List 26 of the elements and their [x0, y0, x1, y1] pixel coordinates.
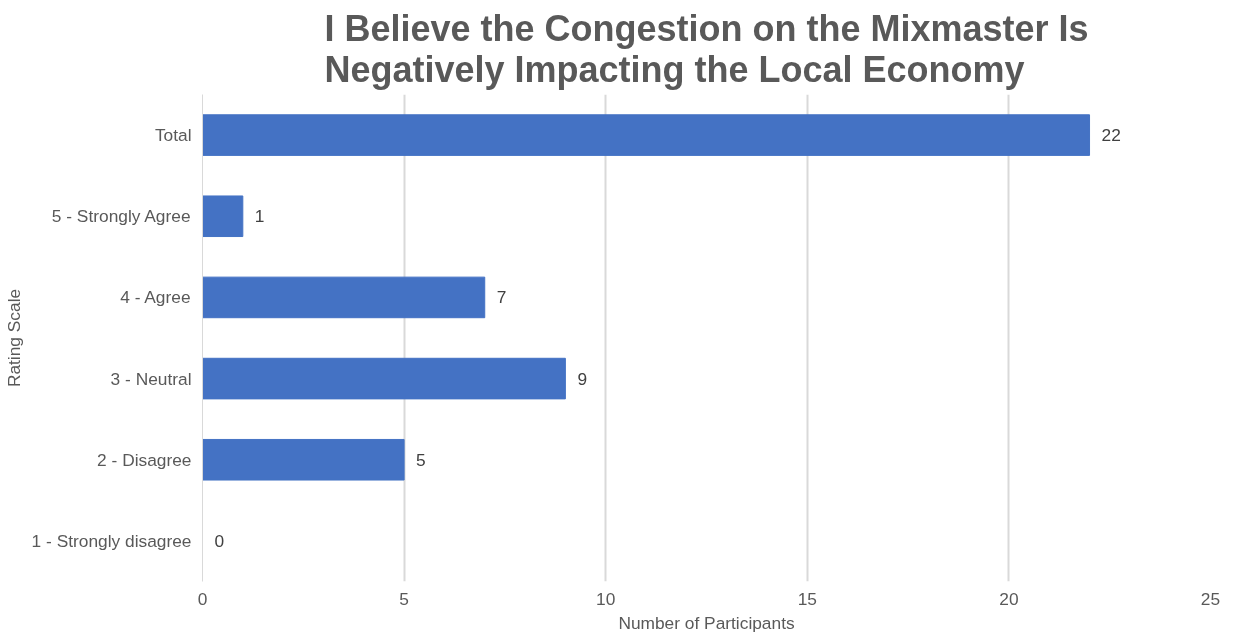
data-label: 22 — [1101, 125, 1121, 146]
bar — [202, 276, 486, 319]
x-tick-label: 20 — [999, 588, 1019, 609]
y-tick-label: 4 - Agree — [120, 287, 191, 308]
bar — [202, 438, 405, 481]
data-label: 1 — [254, 206, 265, 227]
bar — [202, 195, 244, 238]
y-tick-label: 5 - Strongly Agree — [51, 206, 191, 227]
y-tick-label: Total — [154, 125, 192, 146]
x-tick-label: 15 — [797, 588, 817, 609]
x-axis-title: Number of Participants — [618, 612, 795, 633]
x-tick-label: 10 — [596, 588, 616, 609]
x-tick-label: 25 — [1200, 588, 1221, 609]
y-tick-label: 1 - Strongly disagree — [31, 530, 192, 551]
bar — [202, 357, 566, 400]
data-label: 5 — [416, 449, 426, 470]
data-label: 7 — [496, 287, 507, 308]
data-label: 9 — [577, 368, 588, 389]
y-tick-label: 2 - Disagree — [97, 449, 192, 470]
y-tick-label: 3 - Neutral — [110, 368, 192, 389]
x-tick-label: 5 — [399, 588, 409, 609]
data-label: 0 — [214, 530, 225, 551]
bar — [202, 114, 1091, 156]
y-axis-title: Rating Scale — [3, 288, 24, 388]
chart-title: I Believe the Congestion on the Mixmaster Is Negatively Impacting the Local Economy — [324, 7, 1089, 90]
x-tick-label: 0 — [197, 588, 208, 609]
